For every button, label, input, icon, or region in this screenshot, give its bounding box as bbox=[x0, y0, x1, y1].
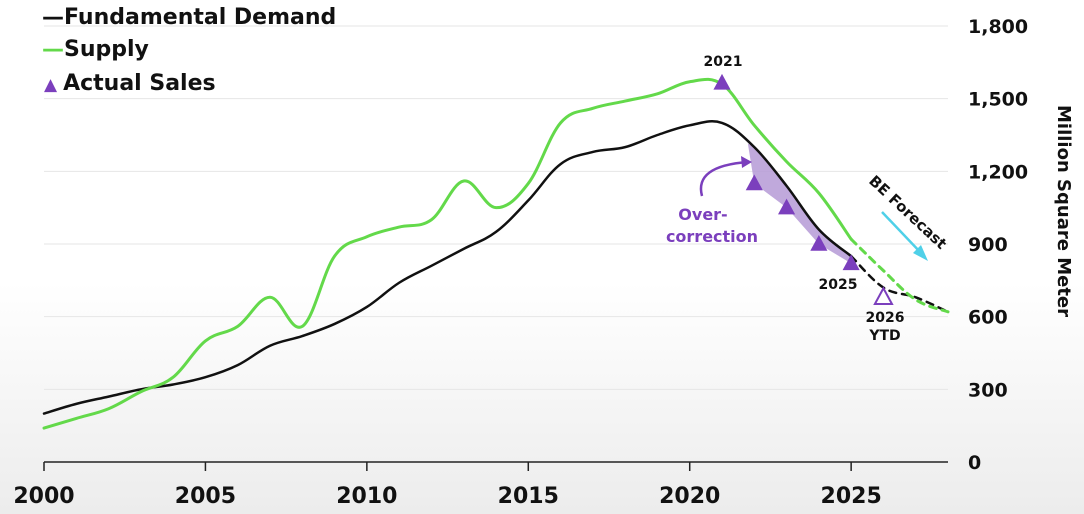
sales-marker bbox=[778, 198, 796, 215]
y-tick-label: 1,500 bbox=[968, 89, 1028, 111]
series-layer bbox=[42, 77, 950, 430]
series-line-fundamental-demand-forecast bbox=[849, 254, 950, 314]
y-tick-label: 300 bbox=[968, 379, 1008, 401]
overcorrection-arrowhead bbox=[741, 156, 752, 168]
legend-demand-label: Fundamental Demand bbox=[64, 5, 336, 30]
label-2021: 2021 bbox=[704, 54, 743, 70]
sales-marker bbox=[713, 73, 731, 90]
sales-marker-ytd bbox=[873, 286, 894, 306]
overcorrection-arrow bbox=[699, 160, 749, 197]
y-tick-label: 900 bbox=[968, 234, 1008, 256]
legend: —Fundamental Demand —Supply ▲ Actual Sale… bbox=[42, 5, 336, 96]
svg-text:—Supply: —Supply bbox=[42, 37, 149, 62]
x-tick-label: 2025 bbox=[821, 484, 882, 509]
series-line-supply bbox=[42, 77, 853, 430]
y-tick-label: 600 bbox=[968, 307, 1008, 329]
forecast-arrowhead bbox=[913, 245, 928, 261]
y-axis-label: Million Square Meter bbox=[1053, 105, 1074, 317]
legend-supply-prefix: — bbox=[42, 37, 64, 62]
series-line-supply-forecast bbox=[849, 237, 950, 314]
series-line-fundamental-demand bbox=[42, 120, 853, 415]
svg-text:—Fundamental Demand: —Fundamental Demand bbox=[42, 5, 336, 30]
sales-marker bbox=[745, 174, 763, 191]
axes: 0 300 600 900 1,200 1,500 1,800 2000 2005 2010 201… bbox=[13, 16, 1028, 509]
label-2026: 2026 bbox=[866, 310, 905, 326]
x-tick-label: 2000 bbox=[13, 484, 74, 509]
legend-sales-prefix: ▲ bbox=[44, 75, 58, 95]
y-tick-label: 1,200 bbox=[968, 161, 1028, 183]
overcorrection-label-line1: Over- bbox=[678, 205, 727, 224]
x-tick-label: 2015 bbox=[498, 484, 559, 509]
overcorrection-label-line2: correction bbox=[666, 227, 758, 246]
x-tick-label: 2005 bbox=[175, 484, 236, 509]
svg-text:▲Actual Sales: ▲ Actual Sales bbox=[44, 71, 216, 96]
y-tick-label: 1,800 bbox=[968, 16, 1028, 38]
sales-marker bbox=[842, 254, 860, 271]
y-tick-label: 0 bbox=[968, 452, 981, 474]
label-ytd: YTD bbox=[868, 328, 900, 344]
legend-sales-label: Actual Sales bbox=[63, 71, 216, 96]
legend-supply-label: Supply bbox=[64, 37, 149, 62]
x-tick-label: 2010 bbox=[336, 484, 397, 509]
grid-lines bbox=[44, 25, 948, 390]
label-2025: 2025 bbox=[819, 277, 858, 293]
legend-demand-prefix: — bbox=[42, 5, 64, 30]
forecast-arrow bbox=[881, 211, 923, 255]
x-tick-label: 2020 bbox=[659, 484, 720, 509]
sales-markers bbox=[713, 73, 894, 306]
sales-marker bbox=[810, 235, 828, 251]
